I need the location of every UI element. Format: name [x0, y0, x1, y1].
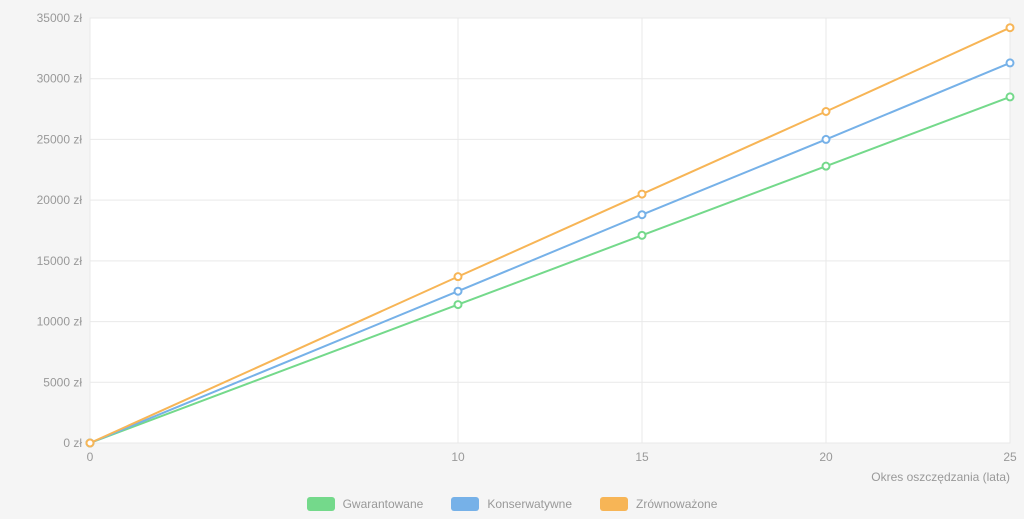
x-tick-label: 20	[819, 450, 833, 464]
plot-area	[90, 18, 1010, 443]
y-tick-label: 30000 zł	[37, 72, 83, 86]
series-marker-zrownowazone	[87, 440, 94, 447]
series-marker-konserwatywne	[823, 136, 830, 143]
savings-chart: 0 zł 5000 zł 10000 zł 15000 zł 20000 zł 25000…	[0, 0, 1024, 519]
series-marker-gwarantowane	[1007, 93, 1014, 100]
y-tick-label: 25000 zł	[37, 132, 83, 146]
legend-label: Konserwatywne	[487, 497, 572, 511]
legend-item-gwarantowane[interactable]: Gwarantowane	[307, 497, 424, 511]
legend-swatch	[600, 497, 628, 511]
legend-item-zrownowazone[interactable]: Zrównoważone	[600, 497, 717, 511]
series-marker-konserwatywne	[1007, 59, 1014, 66]
legend-item-konserwatywne[interactable]: Konserwatywne	[451, 497, 572, 511]
legend-label: Zrównoważone	[636, 497, 717, 511]
x-tick-label: 0	[87, 450, 94, 464]
y-tick-label: 0 zł	[63, 436, 82, 450]
series-marker-gwarantowane	[455, 301, 462, 308]
series-marker-konserwatywne	[639, 211, 646, 218]
series-marker-gwarantowane	[639, 232, 646, 239]
series-marker-gwarantowane	[823, 163, 830, 170]
series-marker-zrownowazone	[455, 273, 462, 280]
legend-swatch	[307, 497, 335, 511]
chart-svg: 0 zł 5000 zł 10000 zł 15000 zł 20000 zł 25000…	[0, 0, 1024, 519]
legend-label: Gwarantowane	[343, 497, 424, 511]
x-axis-label: Okres oszczędzania (lata)	[871, 470, 1010, 484]
series-marker-konserwatywne	[455, 288, 462, 295]
y-tick-label: 35000 zł	[37, 11, 83, 25]
y-tick-label: 5000 zł	[43, 375, 82, 389]
x-tick-label: 15	[635, 450, 649, 464]
chart-legend: Gwarantowane Konserwatywne Zrównoważone	[0, 497, 1024, 511]
y-tick-label: 15000 zł	[37, 254, 83, 268]
legend-swatch	[451, 497, 479, 511]
series-marker-zrownowazone	[1007, 24, 1014, 31]
y-tick-label: 10000 zł	[37, 315, 83, 329]
series-marker-zrownowazone	[639, 191, 646, 198]
series-marker-zrownowazone	[823, 108, 830, 115]
x-tick-label: 25	[1003, 450, 1017, 464]
x-tick-label: 10	[451, 450, 465, 464]
y-tick-label: 20000 zł	[37, 193, 83, 207]
